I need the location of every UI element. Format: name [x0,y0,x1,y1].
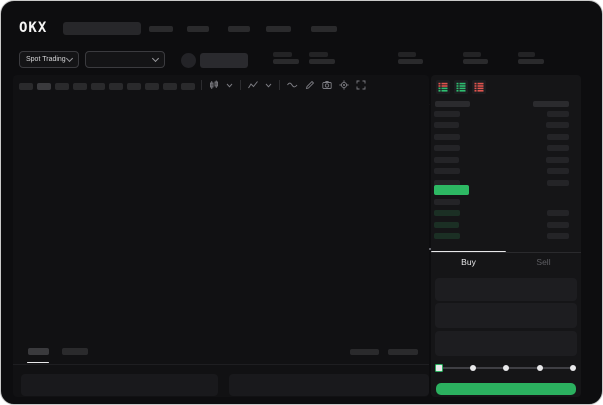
bottom-tab[interactable] [62,348,88,355]
bottom-tab-active[interactable] [28,348,49,355]
ask-price-placeholder [434,168,460,174]
timeframe-button-placeholder[interactable] [145,83,159,90]
bid-price-placeholder [434,210,460,216]
book-bids-icon[interactable] [454,80,468,94]
book-col-header-price [435,101,470,107]
chart-panel [13,75,429,397]
ask-amount-placeholder [546,122,569,128]
candle-style-icon[interactable] [209,80,219,90]
last-price-badge[interactable] [434,185,469,195]
bid-amount-placeholder [547,233,569,239]
bottom-link-placeholder[interactable] [350,349,379,355]
nav-item-placeholder[interactable] [228,26,250,32]
timeframe-button-placeholder[interactable] [163,83,177,90]
divider [201,80,202,90]
stat-label-placeholder [273,52,292,57]
timeframe-button-placeholder[interactable] [109,83,123,90]
search-input[interactable] [63,22,141,35]
ask-amount-placeholder [547,145,569,151]
ask-price-placeholder [434,110,460,117]
chart-toolbar-icons [201,79,366,91]
stat-value-placeholder [273,59,299,64]
bid-price-placeholder [434,198,460,205]
timeframe-button-placeholder[interactable] [181,83,195,90]
chevron-down-icon [65,54,74,63]
buy-button[interactable] [436,383,576,395]
pair-name-placeholder[interactable] [200,53,248,68]
orders-panel-placeholder [21,374,218,396]
tab-buy[interactable]: Buy [461,257,476,267]
fullscreen-icon[interactable] [356,80,366,90]
ask-price-placeholder [434,156,459,163]
bid-amount-placeholder [547,210,569,216]
bottom-link-placeholder[interactable] [388,349,418,355]
nav-item-placeholder[interactable] [311,26,337,32]
ask-amount-placeholder [547,168,569,174]
slider-stop[interactable] [469,364,476,371]
stat-label-placeholder [518,52,535,57]
bottom-tab-underline [27,361,49,363]
okx-logo[interactable]: OKX [19,20,48,36]
ask-amount-placeholder [546,156,569,163]
stat-label-placeholder [463,52,481,57]
book-both-icon[interactable] [436,80,450,94]
timeframe-button-placeholder[interactable] [127,83,141,90]
nav-item-placeholder[interactable] [266,26,291,32]
slider-stop[interactable] [503,364,509,371]
chevron-down-icon[interactable] [226,82,233,89]
timeframe-button-placeholder[interactable] [91,83,105,90]
stat-value-placeholder [463,59,488,64]
ask-amount-placeholder [547,133,569,140]
ask-amount-placeholder [547,110,569,117]
orderbook-trade-panel: Buy Sell [431,75,581,397]
trading-mode-label: Spot Trading [26,56,66,63]
slider-handle[interactable] [435,363,443,372]
divider [13,364,429,365]
total-input[interactable] [435,331,577,356]
slider-stop[interactable] [536,364,543,371]
settings-gear-icon[interactable] [339,80,349,90]
trading-mode-selector[interactable]: Spot Trading [19,51,79,68]
nav-item-placeholder[interactable] [187,26,209,32]
ask-price-placeholder [434,133,460,140]
assets-panel-placeholder [229,374,429,396]
slider-stop[interactable] [570,364,576,371]
ask-amount-placeholder [547,179,569,186]
book-asks-icon[interactable] [472,80,486,94]
indicators-icon[interactable] [248,80,258,90]
stat-value-placeholder [398,59,423,64]
stat-value-placeholder [309,59,335,64]
draw-pencil-icon[interactable] [305,80,315,90]
divider [279,80,280,90]
chevron-down-icon [151,54,160,63]
stat-label-placeholder [309,52,328,57]
timeframe-button-placeholder[interactable] [73,83,87,90]
bid-price-placeholder [434,233,460,239]
timeframe-button-placeholder[interactable] [37,83,51,90]
bid-price-placeholder [434,221,459,228]
camera-snapshot-icon[interactable] [322,80,332,90]
coin-icon [181,53,196,68]
stat-value-placeholder [518,59,544,64]
ask-price-placeholder [434,145,460,151]
line-tool-icon[interactable] [287,80,298,90]
pair-selector[interactable] [85,51,165,68]
ask-price-placeholder [434,179,460,186]
divider [431,252,581,253]
price-input[interactable] [435,278,577,301]
amount-input[interactable] [435,303,577,328]
ask-price-placeholder [434,122,459,128]
timeframe-button-placeholder[interactable] [55,83,69,90]
timeframe-button-placeholder[interactable] [19,83,33,90]
stat-label-placeholder [398,52,416,57]
book-col-header-amount [533,101,569,107]
divider [240,80,241,90]
chevron-down-icon[interactable] [265,82,272,89]
orderbook-view-toggles [436,80,486,94]
tab-sell[interactable]: Sell [536,257,551,267]
nav-item-placeholder[interactable] [149,26,173,32]
bid-amount-placeholder [547,221,569,228]
